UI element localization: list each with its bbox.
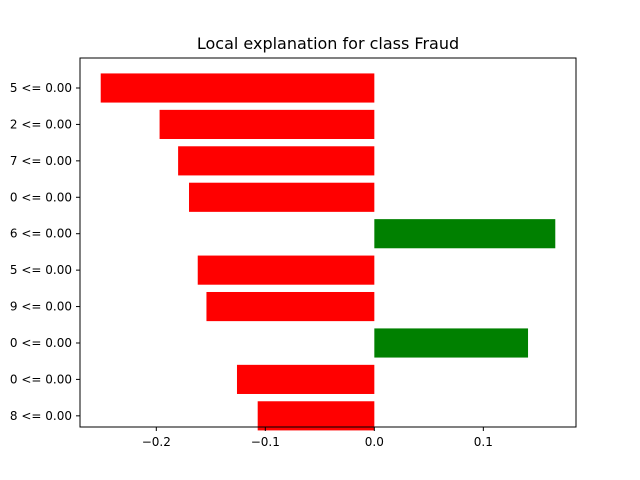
y-tick-label-6: 9 <= 0.00 [10, 300, 72, 314]
bar-4 [374, 219, 556, 249]
y-tick-label-1: 2 <= 0.00 [10, 117, 72, 131]
y-tick-label-8: 0 <= 0.00 [10, 372, 72, 386]
bar-0 [100, 73, 375, 103]
y-tick-label-9: 8 <= 0.00 [10, 409, 72, 423]
bar-5 [197, 255, 375, 285]
x-tick-label-3: 0.1 [474, 435, 493, 449]
bars-group [100, 73, 556, 431]
bar-3 [189, 182, 375, 212]
plot-frame [79, 57, 577, 428]
y-tick-label-4: 6 <= 0.00 [10, 227, 72, 241]
bar-9 [257, 401, 375, 431]
bar-1 [159, 109, 375, 139]
y-tick-label-7: 0 <= 0.00 [10, 336, 72, 350]
x-ticks-group: −0.2 −0.1 0.0 0.1 [142, 427, 493, 449]
chart-title: Local explanation for class Fraud [197, 34, 459, 53]
x-tick-label-1: −0.1 [251, 435, 280, 449]
bar-6 [206, 291, 375, 322]
y-ticks-group: 5 <= 0.00 2 <= 0.00 7 <= 0.00 0 <= 0.00 6 <=… [10, 81, 80, 423]
y-tick-label-5: 5 <= 0.00 [10, 263, 72, 277]
y-tick-label-0: 5 <= 0.00 [10, 81, 72, 95]
x-tick-label-0: −0.2 [142, 435, 171, 449]
bar-8 [236, 364, 375, 394]
y-tick-label-2: 7 <= 0.00 [10, 154, 72, 168]
y-tick-label-3: 0 <= 0.00 [10, 190, 72, 204]
x-tick-label-2: 0.0 [365, 435, 384, 449]
bar-7 [374, 328, 529, 358]
bar-2 [178, 146, 375, 176]
